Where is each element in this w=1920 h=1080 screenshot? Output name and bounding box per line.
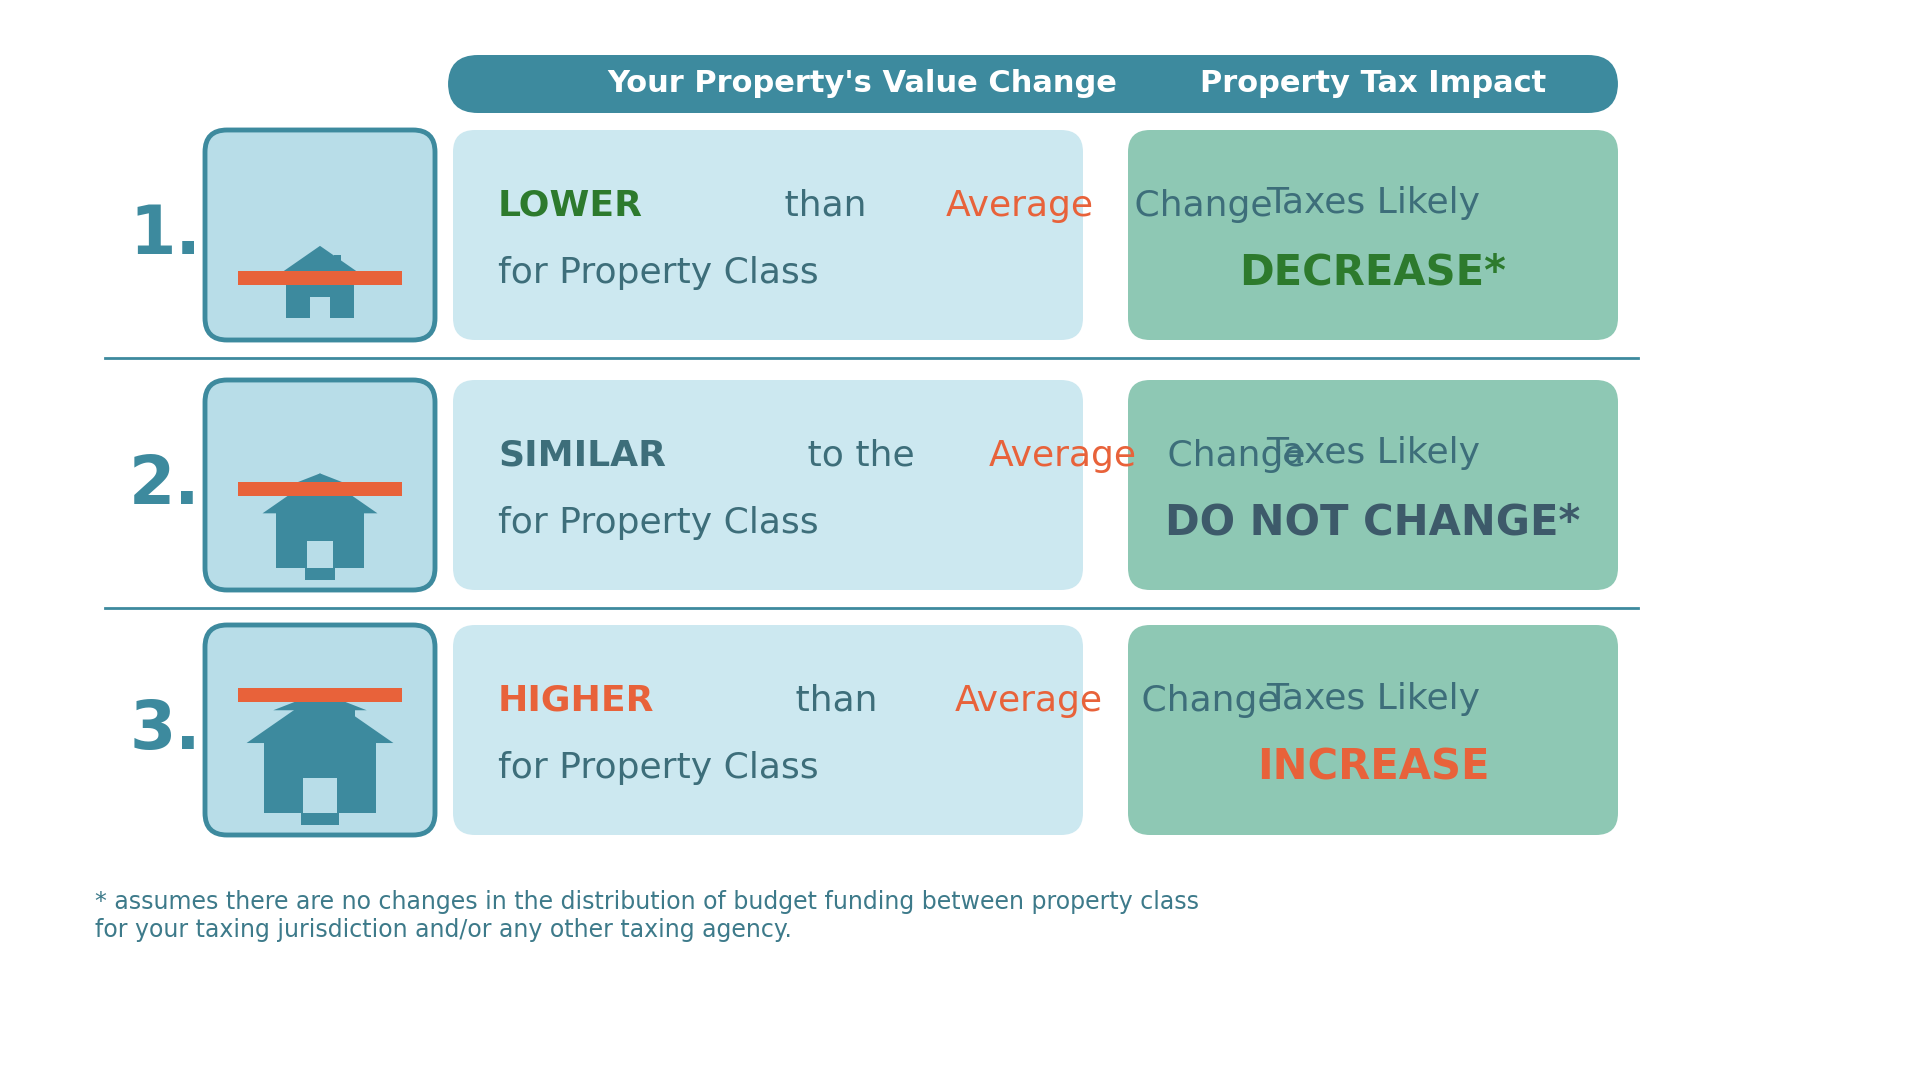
Text: DO NOT CHANGE*: DO NOT CHANGE* <box>1165 502 1580 544</box>
Text: Taxes Likely: Taxes Likely <box>1265 681 1480 715</box>
Text: Your Property's Value Change: Your Property's Value Change <box>607 69 1117 98</box>
Bar <box>286 276 353 319</box>
Text: for Property Class: for Property Class <box>497 256 818 289</box>
Bar <box>263 743 376 813</box>
Bar <box>307 541 332 568</box>
FancyBboxPatch shape <box>453 130 1083 340</box>
FancyBboxPatch shape <box>1129 625 1619 835</box>
Text: Change: Change <box>1123 189 1273 222</box>
FancyBboxPatch shape <box>205 625 436 835</box>
Bar <box>338 485 348 495</box>
Text: DECREASE*: DECREASE* <box>1240 252 1507 294</box>
FancyBboxPatch shape <box>453 380 1083 590</box>
Polygon shape <box>263 473 378 513</box>
Bar <box>276 513 365 568</box>
Text: Taxes Likely: Taxes Likely <box>1265 187 1480 220</box>
Text: to the: to the <box>797 438 925 473</box>
Bar <box>305 513 334 580</box>
Polygon shape <box>284 473 357 488</box>
FancyBboxPatch shape <box>1129 55 1619 113</box>
FancyBboxPatch shape <box>205 380 436 590</box>
Text: Change: Change <box>1156 438 1306 473</box>
Text: INCREASE: INCREASE <box>1258 746 1490 788</box>
FancyBboxPatch shape <box>453 625 1083 835</box>
Polygon shape <box>273 692 367 711</box>
Polygon shape <box>276 246 365 276</box>
Text: 2.: 2. <box>129 453 202 518</box>
Text: for Property Class: for Property Class <box>497 505 818 540</box>
Text: for Property Class: for Property Class <box>497 751 818 785</box>
Text: * assumes there are no changes in the distribution of budget funding between pro: * assumes there are no changes in the di… <box>94 890 1198 942</box>
Bar <box>309 297 330 319</box>
Bar <box>303 779 336 813</box>
Bar <box>344 706 355 719</box>
Text: Average: Average <box>954 684 1102 717</box>
Text: Average: Average <box>989 438 1137 473</box>
Text: LOWER: LOWER <box>497 189 643 222</box>
FancyBboxPatch shape <box>205 130 436 340</box>
Text: than: than <box>785 684 889 717</box>
Text: 1.: 1. <box>129 202 202 268</box>
Bar <box>238 482 401 496</box>
FancyBboxPatch shape <box>1129 380 1619 590</box>
Text: Property Tax Impact: Property Tax Impact <box>1200 69 1546 98</box>
Text: SIMILAR: SIMILAR <box>497 438 666 473</box>
Text: 3.: 3. <box>129 697 202 762</box>
FancyBboxPatch shape <box>1129 130 1619 340</box>
Bar <box>301 743 338 825</box>
Bar <box>238 271 401 285</box>
Text: HIGHER: HIGHER <box>497 684 655 717</box>
Polygon shape <box>246 692 394 743</box>
Bar <box>238 688 401 702</box>
Text: than: than <box>774 189 877 222</box>
FancyBboxPatch shape <box>447 55 1331 113</box>
Bar <box>334 255 340 261</box>
Text: Taxes Likely: Taxes Likely <box>1265 436 1480 471</box>
Text: Average: Average <box>947 189 1094 222</box>
Text: Change: Change <box>1131 684 1279 717</box>
